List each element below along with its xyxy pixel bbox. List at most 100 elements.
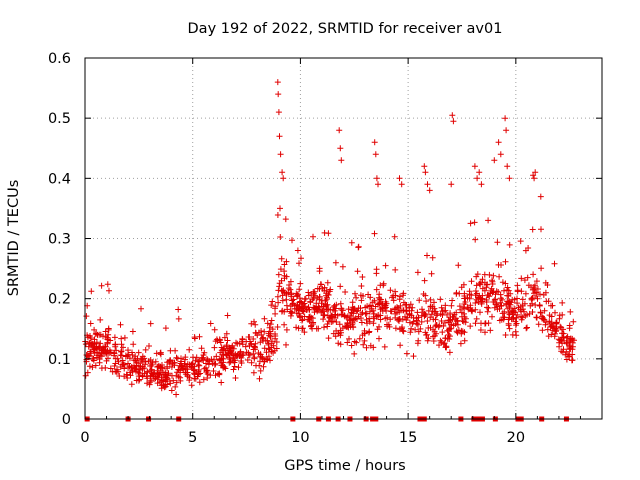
data-point — [183, 363, 190, 370]
data-point — [468, 307, 475, 314]
data-point — [410, 353, 417, 360]
data-point — [276, 283, 283, 290]
data-point — [121, 365, 128, 372]
data-point — [486, 271, 493, 278]
data-point — [369, 299, 376, 306]
data-point — [93, 330, 100, 337]
data-point — [428, 270, 435, 277]
data-point — [273, 339, 280, 345]
data-point — [416, 297, 423, 304]
data-point — [88, 342, 95, 349]
data-point — [157, 351, 164, 358]
data-point — [290, 296, 297, 303]
data-point — [430, 333, 437, 340]
data-point — [366, 315, 373, 322]
data-point — [173, 391, 180, 398]
y-tick-label: 0 — [62, 412, 71, 428]
data-point — [408, 325, 415, 332]
data-point — [87, 320, 94, 327]
data-point — [330, 306, 337, 313]
data-point — [446, 328, 452, 335]
data-point — [417, 325, 424, 332]
data-point — [136, 370, 143, 377]
data-point — [215, 371, 221, 377]
data-point — [422, 292, 429, 299]
data-point — [479, 276, 486, 283]
data-point — [245, 334, 252, 340]
data-point — [426, 187, 433, 194]
data-point — [105, 325, 112, 332]
data-point — [477, 309, 483, 316]
x-tick-label: 5 — [188, 430, 197, 446]
data-point — [88, 335, 94, 341]
data-point — [283, 296, 290, 303]
data-point — [324, 321, 331, 327]
data-point — [219, 351, 226, 358]
data-point — [449, 112, 456, 119]
data-point — [248, 359, 255, 366]
data-point — [458, 284, 465, 291]
data-point — [230, 345, 237, 352]
data-point — [267, 321, 274, 328]
data-point — [439, 329, 446, 336]
data-point — [415, 321, 421, 328]
data-point — [118, 341, 125, 348]
data-point — [210, 368, 217, 374]
data-point — [414, 309, 421, 316]
data-point — [504, 287, 510, 294]
data-point — [497, 291, 504, 298]
data-point — [504, 305, 511, 312]
data-point — [135, 349, 142, 356]
data-point — [149, 361, 156, 368]
data-point — [438, 304, 445, 311]
data-point — [307, 299, 314, 306]
data-point — [358, 283, 365, 289]
data-point — [272, 305, 278, 312]
data-point — [406, 319, 413, 326]
data-point — [196, 379, 203, 386]
data-point — [354, 268, 361, 275]
data-point — [461, 290, 468, 297]
data-point — [216, 357, 223, 364]
data-point — [172, 383, 179, 390]
data-point — [438, 318, 445, 324]
data-point — [264, 337, 271, 344]
data-point — [421, 163, 428, 170]
data-point — [261, 315, 268, 322]
data-point — [334, 312, 341, 319]
data-point — [524, 274, 531, 281]
data-point — [485, 320, 492, 327]
data-point — [337, 145, 344, 152]
data-point — [489, 281, 496, 287]
data-point — [544, 282, 551, 288]
data-point — [266, 324, 273, 331]
data-point — [132, 353, 139, 360]
data-point — [431, 305, 438, 312]
data-point — [257, 367, 264, 374]
data-point — [129, 349, 135, 356]
data-point — [436, 322, 443, 329]
data-point — [424, 181, 431, 188]
data-point — [387, 316, 394, 323]
data-point — [431, 328, 438, 335]
data-point — [532, 302, 539, 308]
data-point — [207, 320, 214, 327]
data-point — [501, 308, 508, 315]
data-point — [535, 321, 542, 328]
data-point — [279, 297, 286, 304]
data-point — [373, 175, 380, 182]
data-point — [530, 271, 537, 278]
data-point — [412, 326, 419, 333]
data-point — [157, 363, 164, 370]
data-point — [485, 217, 492, 224]
data-point — [529, 294, 536, 301]
data-point — [320, 308, 326, 315]
data-point — [337, 300, 344, 307]
data-point — [497, 151, 504, 158]
data-point — [486, 293, 493, 300]
data-point — [286, 282, 293, 288]
data-point — [380, 282, 387, 289]
data-point — [223, 330, 230, 337]
